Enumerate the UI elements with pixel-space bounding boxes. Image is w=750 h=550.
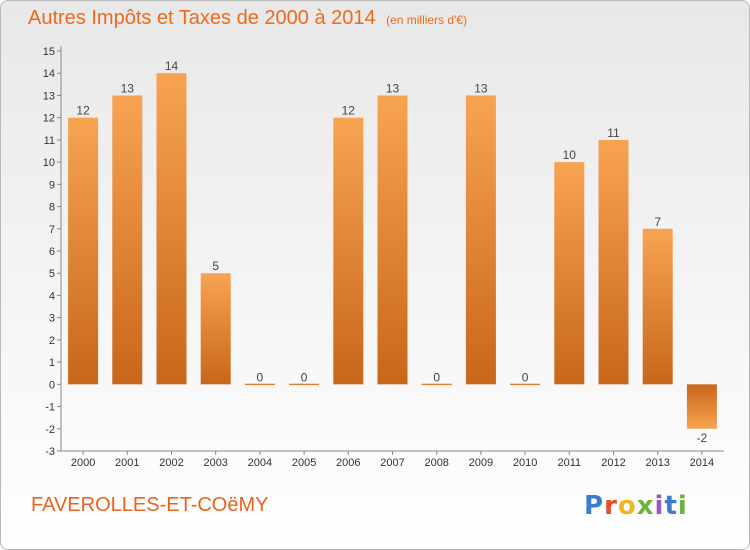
- y-tick-label: 2: [49, 335, 55, 347]
- bar: [642, 228, 673, 385]
- y-tick-label: 1: [49, 357, 55, 369]
- bar: [156, 73, 187, 385]
- data-label: 0: [433, 370, 440, 384]
- x-tick-label: 2000: [71, 457, 95, 469]
- bar: [686, 384, 717, 429]
- logo-letter: P: [584, 491, 605, 521]
- y-tick-label: 4: [49, 290, 55, 302]
- data-label: 14: [165, 59, 179, 73]
- bar: [112, 95, 143, 385]
- data-label: 11: [607, 126, 620, 140]
- bar: [244, 383, 275, 386]
- y-tick-label: 15: [43, 46, 55, 58]
- chart-data-labels: 12 13 14 5 0 0 12 13 0 13 0 10 11 7 -2: [76, 59, 707, 445]
- y-tick-label: 5: [49, 268, 55, 280]
- bar: [510, 383, 541, 386]
- data-label: 13: [474, 81, 488, 95]
- y-tick-label: 6: [49, 246, 55, 258]
- bar: [421, 383, 452, 386]
- data-label: 0: [257, 370, 264, 384]
- bar: [68, 117, 99, 385]
- x-tick-label: 2002: [159, 457, 183, 469]
- logo-letter: t: [664, 491, 678, 521]
- x-tick-label: 2004: [248, 457, 272, 469]
- x-tick-label: 2008: [424, 457, 448, 469]
- proxiti-logo: Proxiti: [584, 491, 688, 521]
- x-tick-label: 2003: [203, 457, 227, 469]
- x-tick-label: 2009: [469, 457, 493, 469]
- chart-subtitle: (en milliers d'€): [386, 13, 468, 27]
- data-label: -2: [697, 431, 708, 445]
- bar: [465, 95, 496, 385]
- x-tick-label: 2012: [601, 457, 625, 469]
- data-label: 13: [386, 81, 400, 95]
- data-label: 0: [301, 370, 308, 384]
- data-label: 7: [654, 215, 661, 229]
- logo-letter: i: [654, 491, 665, 521]
- y-tick-label: -1: [45, 402, 55, 414]
- bar: [377, 95, 408, 385]
- data-label: 13: [121, 81, 135, 95]
- data-label: 5: [212, 259, 219, 273]
- data-label: 10: [563, 148, 577, 162]
- chart-title-block: Autres Impôts et Taxes de 2000 à 2014 (e…: [28, 7, 467, 30]
- y-tick-label: -3: [45, 446, 55, 458]
- y-tick-label: -2: [45, 424, 55, 436]
- x-tick-label: 2014: [690, 457, 714, 469]
- data-label: 0: [522, 370, 529, 384]
- x-tick-label: 2005: [292, 457, 316, 469]
- bar: [554, 162, 585, 385]
- logo-letter: r: [604, 491, 618, 521]
- logo-letter: x: [636, 491, 655, 521]
- x-tick-label: 2010: [513, 457, 537, 469]
- data-label: 12: [342, 104, 356, 118]
- bar: [289, 383, 320, 386]
- bar: [333, 117, 364, 385]
- x-tick-label: 2001: [115, 457, 139, 469]
- bar: [598, 139, 629, 385]
- y-tick-label: 0: [49, 379, 55, 391]
- chart-title: Autres Impôts et Taxes de 2000 à 2014: [28, 7, 376, 29]
- y-tick-label: 14: [43, 68, 55, 80]
- x-tick-label: 2013: [645, 457, 669, 469]
- chart-bars: [68, 73, 717, 429]
- x-tick-label: 2011: [557, 457, 581, 469]
- y-tick-label: 8: [49, 202, 55, 214]
- bar: [200, 273, 231, 385]
- data-label: 12: [76, 104, 90, 118]
- y-tick-label: 13: [43, 90, 55, 102]
- y-tick-label: 9: [49, 179, 55, 191]
- y-tick-label: 10: [43, 157, 55, 169]
- commune-name: FAVEROLLES-ET-COëMY: [31, 494, 269, 516]
- y-tick-label: 7: [49, 224, 55, 236]
- logo-letter: i: [677, 491, 688, 521]
- x-tick-label: 2007: [380, 457, 404, 469]
- y-tick-label: 12: [43, 113, 55, 125]
- y-tick-label: 11: [44, 135, 55, 147]
- x-tick-label: 2006: [336, 457, 360, 469]
- y-tick-label: 3: [49, 313, 55, 325]
- logo-letter: o: [617, 491, 637, 521]
